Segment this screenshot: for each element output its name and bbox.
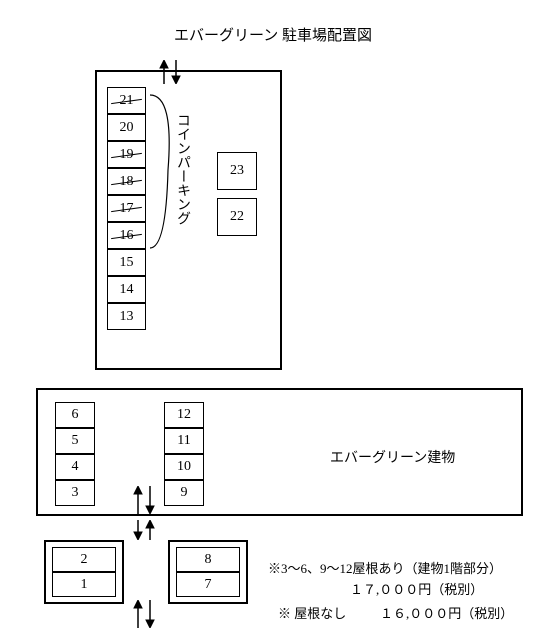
slot-number: 8 [205, 552, 212, 568]
slot-number: 4 [72, 459, 79, 475]
slot-5: 5 [55, 428, 95, 454]
slot-2: 2 [52, 547, 116, 572]
slot-19: 19 [107, 141, 146, 168]
slot-number: 6 [72, 407, 79, 423]
slot-8: 8 [176, 547, 240, 572]
slot-15: 15 [107, 249, 146, 276]
price-roof: １７,０００円（税別） [350, 579, 483, 598]
slot-number: 20 [120, 120, 134, 136]
slot-number: 3 [72, 485, 79, 501]
slot-number: 17 [120, 201, 134, 217]
slot-11: 11 [164, 428, 204, 454]
slot-10: 10 [164, 454, 204, 480]
slot-3: 3 [55, 480, 95, 506]
arrow-down [144, 486, 156, 514]
slot-12: 12 [164, 402, 204, 428]
slot-23: 23 [217, 152, 257, 190]
slot-7: 7 [176, 572, 240, 597]
slot-number: 18 [120, 174, 134, 190]
slot-13: 13 [107, 303, 146, 330]
slot-number: 16 [120, 228, 134, 244]
slot-number: 11 [177, 433, 190, 449]
slot-17: 17 [107, 195, 146, 222]
arrow-down [144, 600, 156, 628]
slot-number: 22 [230, 209, 244, 225]
arrow-up [144, 520, 156, 540]
note-roof: ※3～6、9～12屋根あり（建物1階部分） [268, 558, 502, 577]
slot-18: 18 [107, 168, 146, 195]
slot-number: 1 [81, 577, 88, 593]
price-no-roof: １６,０００円（税別） [380, 603, 513, 622]
slot-number: 12 [177, 407, 191, 423]
slot-4: 4 [55, 454, 95, 480]
arrow-up [158, 60, 170, 84]
slot-number: 19 [120, 147, 134, 163]
slot-14: 14 [107, 276, 146, 303]
arrow-up [132, 486, 144, 514]
slot-6: 6 [55, 402, 95, 428]
arrow-down [132, 520, 144, 540]
arrow-up [132, 600, 144, 628]
slot-number: 21 [120, 93, 134, 109]
coin-parking-indicator [144, 90, 194, 260]
slot-number: 2 [81, 552, 88, 568]
slot-20: 20 [107, 114, 146, 141]
slot-number: 7 [205, 577, 212, 593]
slot-22: 22 [217, 198, 257, 236]
arrow-down [170, 60, 182, 84]
slot-number: 10 [177, 459, 191, 475]
slot-number: 15 [120, 255, 134, 271]
slot-16: 16 [107, 222, 146, 249]
note-no-roof: ※ 屋根なし [278, 603, 346, 622]
slot-number: 23 [230, 163, 244, 179]
slot-1: 1 [52, 572, 116, 597]
diagram-canvas: エバーグリーン建物2120191817161514132322654312111… [0, 0, 546, 640]
slot-9: 9 [164, 480, 204, 506]
building-label: エバーグリーン建物 [330, 447, 455, 467]
slot-number: 9 [181, 485, 188, 501]
slot-number: 5 [72, 433, 79, 449]
slot-number: 13 [120, 309, 134, 325]
slot-number: 14 [120, 282, 134, 298]
slot-21: 21 [107, 87, 146, 114]
